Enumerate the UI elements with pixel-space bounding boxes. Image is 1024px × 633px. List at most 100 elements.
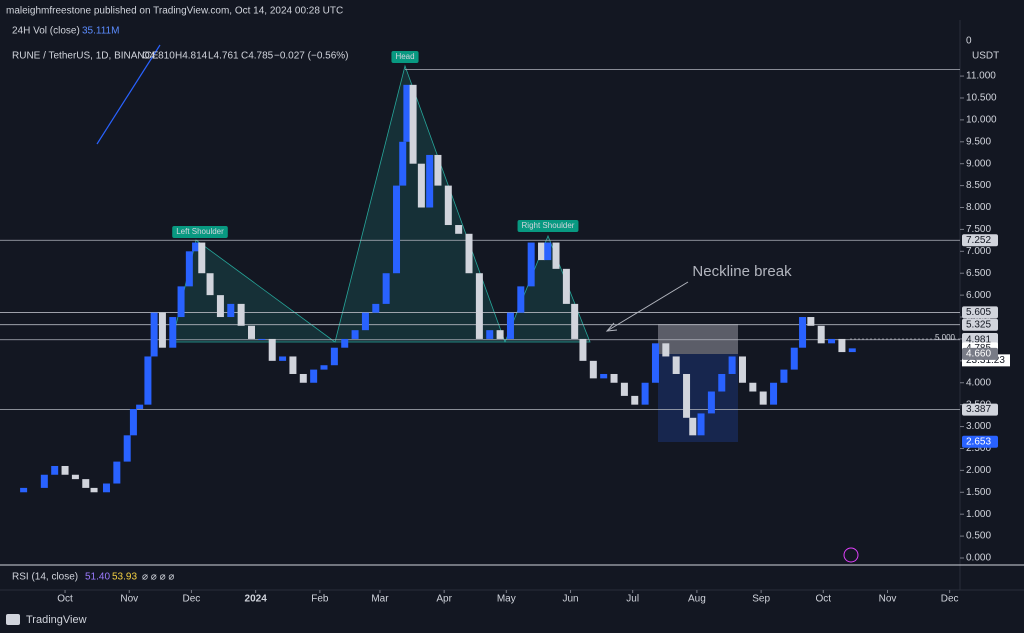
candle [206, 273, 214, 296]
y-tick-label: 3.000 [966, 421, 991, 432]
candle [177, 286, 185, 318]
candle [247, 325, 255, 339]
candle [544, 242, 552, 261]
volume-value: 35.111M [82, 26, 119, 37]
x-tick-label: Jul [626, 594, 639, 605]
price-label-box [962, 234, 998, 247]
y-tick-label: 0.000 [966, 553, 991, 564]
alert-icon [843, 547, 859, 563]
candle [817, 325, 825, 344]
candle [426, 154, 434, 208]
price-label-box [962, 347, 998, 360]
level-tag: 5.000 [935, 333, 956, 342]
candle [279, 356, 287, 361]
price-label-box [962, 403, 998, 416]
candle [20, 487, 28, 493]
candle [683, 373, 691, 418]
x-tick-label: Aug [688, 594, 706, 605]
x-tick-label: Dec [183, 594, 201, 605]
candle [185, 251, 193, 287]
candle [475, 273, 483, 339]
candle [538, 242, 546, 261]
candle [465, 233, 473, 274]
candle [579, 338, 587, 361]
y-tick-label: 4.000 [966, 377, 991, 388]
candle [372, 303, 380, 313]
symbol: RUNE / TetherUS, 1D, BINANCE [12, 51, 159, 62]
ohlc-value: H4.814 [175, 51, 208, 62]
y-tick-label: 1.500 [966, 487, 991, 498]
price-label: 5.605 [966, 307, 991, 318]
price-label: 3.387 [966, 404, 991, 415]
publisher: maleighmfreestone published on TradingVi… [6, 6, 343, 17]
candle [496, 330, 504, 339]
candle [641, 382, 649, 405]
y-tick-label: 11.000 [966, 71, 996, 82]
price-label: 4.660 [966, 348, 991, 359]
candle [169, 317, 177, 348]
ohlc-value: −0.027 (−0.56%) [274, 51, 349, 62]
x-tick-label: Apr [436, 594, 452, 605]
candle [258, 338, 266, 340]
price-label: 4.981 [966, 334, 991, 345]
candle [71, 474, 79, 480]
candle [552, 242, 560, 269]
candle [728, 356, 736, 374]
candle [150, 312, 158, 357]
y-tick-label: 7.000 [966, 246, 991, 257]
legend: 24H Vol (close) 35.111M 0 RUNE / TetherU… [6, 26, 999, 626]
candle [600, 373, 608, 379]
annotation: Neckline break [692, 263, 792, 280]
candle [707, 391, 715, 414]
rsi-ma-value: 53.93 [112, 572, 137, 583]
annotation: Left Shoulder [176, 227, 224, 236]
candle [136, 404, 144, 410]
candle [749, 382, 757, 392]
candle [158, 312, 166, 348]
footer-logo [6, 614, 20, 625]
candle [341, 338, 349, 348]
ohlc-value: L4.761 [208, 51, 239, 62]
candle [61, 465, 69, 475]
y-tick-label: 8.500 [966, 180, 991, 191]
candle [799, 317, 807, 348]
ohlc-value: O4.810 [142, 51, 175, 62]
price-label: 5.325 [966, 319, 991, 330]
y-tick-label: 8.000 [966, 202, 991, 213]
candle [610, 373, 618, 383]
candle [399, 141, 407, 186]
candle [310, 369, 318, 383]
annotation: Right Shoulder [522, 221, 575, 230]
rsi-title: RSI (14, close) [12, 572, 78, 583]
candle [620, 382, 628, 396]
candle [102, 483, 110, 493]
annotation-box [517, 220, 579, 232]
x-tick-label: Oct [57, 594, 73, 605]
candle [828, 338, 836, 344]
annotation-box [391, 51, 419, 63]
x-tick-label: Jun [562, 594, 578, 605]
candle [129, 409, 137, 436]
y-tick-label: 0.500 [966, 531, 991, 542]
price-label-box [962, 306, 998, 319]
candle [697, 413, 705, 436]
y-tick-label: 2.000 [966, 465, 991, 476]
target-box [658, 324, 738, 354]
candle [198, 242, 206, 274]
candle [759, 391, 767, 405]
y-tick-label: 6.500 [966, 268, 991, 279]
candle [192, 242, 200, 252]
y-tick-label: 10.500 [966, 93, 997, 104]
y-tick-label: 10.000 [966, 115, 997, 126]
candle [506, 312, 514, 339]
candle [40, 474, 48, 488]
arrow [606, 281, 689, 332]
candle [718, 373, 726, 392]
candle [838, 338, 846, 353]
candle [662, 343, 670, 357]
x-tick-label: May [497, 594, 516, 605]
y-tick-label: 9.000 [966, 158, 991, 169]
x-tick-label: Mar [371, 594, 389, 605]
candle [571, 303, 579, 339]
candle [268, 338, 276, 361]
